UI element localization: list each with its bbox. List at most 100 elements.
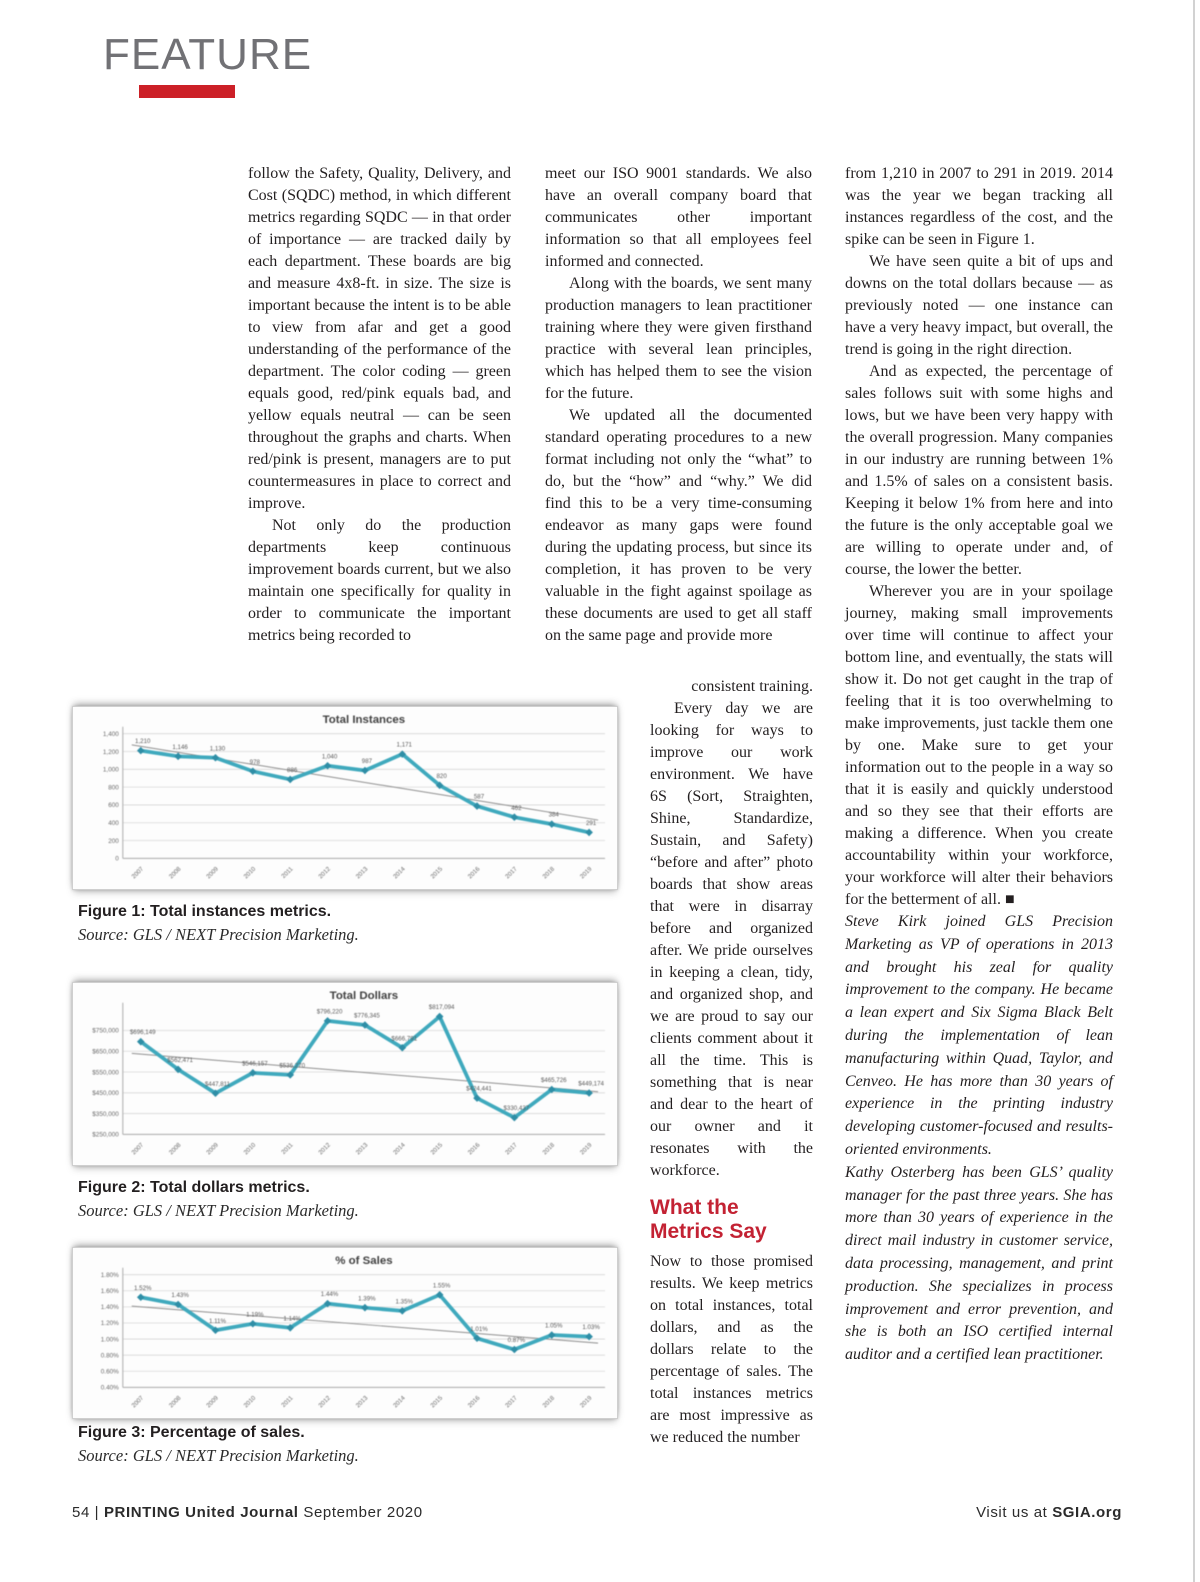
svg-text:1.60%: 1.60%: [101, 1288, 119, 1295]
svg-text:2008: 2008: [168, 1141, 183, 1156]
svg-text:1.03%: 1.03%: [582, 1324, 600, 1331]
svg-text:2012: 2012: [317, 1141, 332, 1156]
figure-2-title: Figure 2: Total dollars metrics.: [78, 1179, 310, 1196]
figure-1-title: Figure 1: Total instances metrics.: [78, 903, 332, 920]
footer-divider: |: [94, 1504, 104, 1521]
feature-red-bar: [139, 85, 235, 98]
total-instances-line-chart: 1,400 1,200 1,000 800 600 400 200 0 Total Instan…: [103, 714, 606, 880]
svg-text:2018: 2018: [541, 1394, 556, 1409]
svg-text:2007: 2007: [130, 865, 145, 880]
journal-name: PRINTING United Journal: [103, 1504, 299, 1521]
svg-text:291: 291: [586, 820, 597, 827]
svg-text:Total Instances: Total Instances: [323, 714, 406, 726]
svg-text:2007: 2007: [130, 1394, 145, 1409]
svg-text:$536,270: $536,270: [279, 1062, 305, 1069]
svg-text:1.11%: 1.11%: [209, 1318, 227, 1325]
svg-text:2017: 2017: [504, 1141, 519, 1156]
paragraph: And as expected, the percentage of sales…: [845, 363, 1113, 578]
heading-line-2: Metrics Say: [650, 1220, 767, 1243]
svg-text:987: 987: [362, 758, 373, 765]
svg-text:1.55%: 1.55%: [433, 1282, 451, 1289]
svg-text:$796,220: $796,220: [317, 1008, 343, 1015]
paragraph: We have seen quite a bit of ups and down…: [845, 253, 1113, 358]
visit-text: Visit us at: [976, 1504, 1053, 1521]
total-dollars-line-chart: $750,000 $650,000 $550,000 $450,000 $350,000…: [92, 990, 606, 1156]
svg-text:2017: 2017: [504, 1394, 519, 1409]
svg-text:2013: 2013: [355, 1141, 370, 1156]
svg-text:$666,791: $666,791: [391, 1035, 417, 1042]
svg-text:$447,811: $447,811: [205, 1081, 231, 1088]
svg-text:2009: 2009: [205, 1141, 220, 1156]
chart-percent-of-sales: 1.80% 1.60% 1.40% 1.20% 1.00% 0.80% 0.60% 0.40%…: [72, 1247, 618, 1419]
svg-text:2011: 2011: [280, 865, 295, 880]
svg-text:2010: 2010: [243, 865, 258, 880]
svg-text:$450,000: $450,000: [92, 1090, 119, 1097]
footer-right: Visit us at SGIA.org: [976, 1504, 1122, 1521]
svg-text:2016: 2016: [467, 1141, 482, 1156]
figure-1-source: Source: GLS / NEXT Precision Marketing.: [78, 925, 359, 944]
svg-text:2008: 2008: [168, 1394, 183, 1409]
author-bio-kathy-osterberg: Kathy Osterberg has been GLS’ quality ma…: [845, 1163, 1113, 1364]
svg-text:0.87%: 0.87%: [508, 1337, 526, 1344]
svg-text:$776,345: $776,345: [354, 1013, 380, 1020]
figure-2-caption: Figure 2: Total dollars metrics. Source:…: [78, 1177, 598, 1223]
svg-text:2016: 2016: [467, 1394, 482, 1409]
article-column-2-wide: meet our ISO 9001 standards. We also hav…: [545, 163, 812, 647]
svg-text:1.14%: 1.14%: [283, 1315, 301, 1322]
svg-text:2016: 2016: [467, 865, 482, 880]
figure-1-caption: Figure 1: Total instances metrics. Sourc…: [78, 901, 598, 947]
svg-text:$696,149: $696,149: [130, 1029, 156, 1036]
figure-2-source: Source: GLS / NEXT Precision Marketing.: [78, 1201, 359, 1220]
svg-text:$424,441: $424,441: [466, 1086, 492, 1093]
page-number: 54: [72, 1504, 90, 1521]
svg-text:2015: 2015: [429, 1141, 444, 1156]
section-heading-what-the-metrics-say: What the Metrics Say: [650, 1196, 813, 1244]
article-column-3: from 1,210 in 2007 to 291 in 2019. 2014 …: [845, 163, 1113, 1367]
chart-total-instances: 1,400 1,200 1,000 800 600 400 200 0 Total Instan…: [72, 706, 618, 890]
svg-text:1.52%: 1.52%: [134, 1285, 152, 1292]
svg-text:% of Sales: % of Sales: [335, 1255, 392, 1267]
svg-text:$550,000: $550,000: [92, 1069, 119, 1076]
svg-text:$750,000: $750,000: [92, 1028, 119, 1035]
svg-text:Total Dollars: Total Dollars: [330, 990, 398, 1002]
svg-text:1.01%: 1.01%: [470, 1326, 488, 1333]
svg-text:1.80%: 1.80%: [101, 1272, 119, 1279]
issue-date: September 2020: [298, 1504, 423, 1521]
svg-text:2013: 2013: [355, 1394, 370, 1409]
chart-total-dollars: $750,000 $650,000 $550,000 $450,000 $350,000…: [72, 982, 618, 1166]
svg-text:0.40%: 0.40%: [101, 1385, 119, 1392]
svg-text:2014: 2014: [392, 865, 407, 880]
svg-text:400: 400: [108, 820, 119, 827]
svg-text:1,146: 1,146: [172, 744, 188, 751]
article-column-1: follow the Safety, Quality, Delivery, an…: [248, 163, 511, 647]
paragraph: Not only do the production departments k…: [248, 517, 511, 644]
page-footer: 54 | PRINTING United Journal September 2…: [72, 1504, 1122, 1521]
svg-text:1.44%: 1.44%: [321, 1291, 339, 1298]
svg-text:$562,471: $562,471: [167, 1057, 193, 1064]
svg-text:1.20%: 1.20%: [101, 1320, 119, 1327]
svg-text:$250,000: $250,000: [92, 1132, 119, 1139]
svg-text:587: 587: [474, 794, 485, 801]
paragraph: Now to those promised results. We keep m…: [650, 1253, 813, 1446]
svg-text:2019: 2019: [579, 1394, 594, 1409]
svg-text:978: 978: [250, 759, 261, 766]
author-bio-steve-kirk: Steve Kirk joined GLS Precision Marketin…: [845, 913, 1113, 1158]
feature-header: FEATURE: [103, 30, 312, 98]
svg-text:2017: 2017: [504, 865, 519, 880]
svg-text:$330,437: $330,437: [504, 1105, 530, 1112]
svg-text:2018: 2018: [541, 1141, 556, 1156]
svg-text:2012: 2012: [317, 865, 332, 880]
svg-text:2014: 2014: [392, 1141, 407, 1156]
svg-text:2010: 2010: [243, 1141, 258, 1156]
svg-text:2008: 2008: [168, 865, 183, 880]
figure-3-source: Source: GLS / NEXT Precision Marketing.: [78, 1446, 359, 1465]
svg-text:2012: 2012: [317, 1394, 332, 1409]
svg-text:200: 200: [108, 838, 119, 845]
svg-text:886: 886: [287, 767, 298, 774]
paragraph: meet our ISO 9001 standards. We also hav…: [545, 165, 812, 270]
svg-text:0.80%: 0.80%: [101, 1352, 119, 1359]
site-name: SGIA.org: [1052, 1504, 1122, 1521]
svg-text:2009: 2009: [205, 1394, 220, 1409]
svg-text:1,400: 1,400: [103, 731, 119, 738]
svg-text:1.00%: 1.00%: [101, 1336, 119, 1343]
